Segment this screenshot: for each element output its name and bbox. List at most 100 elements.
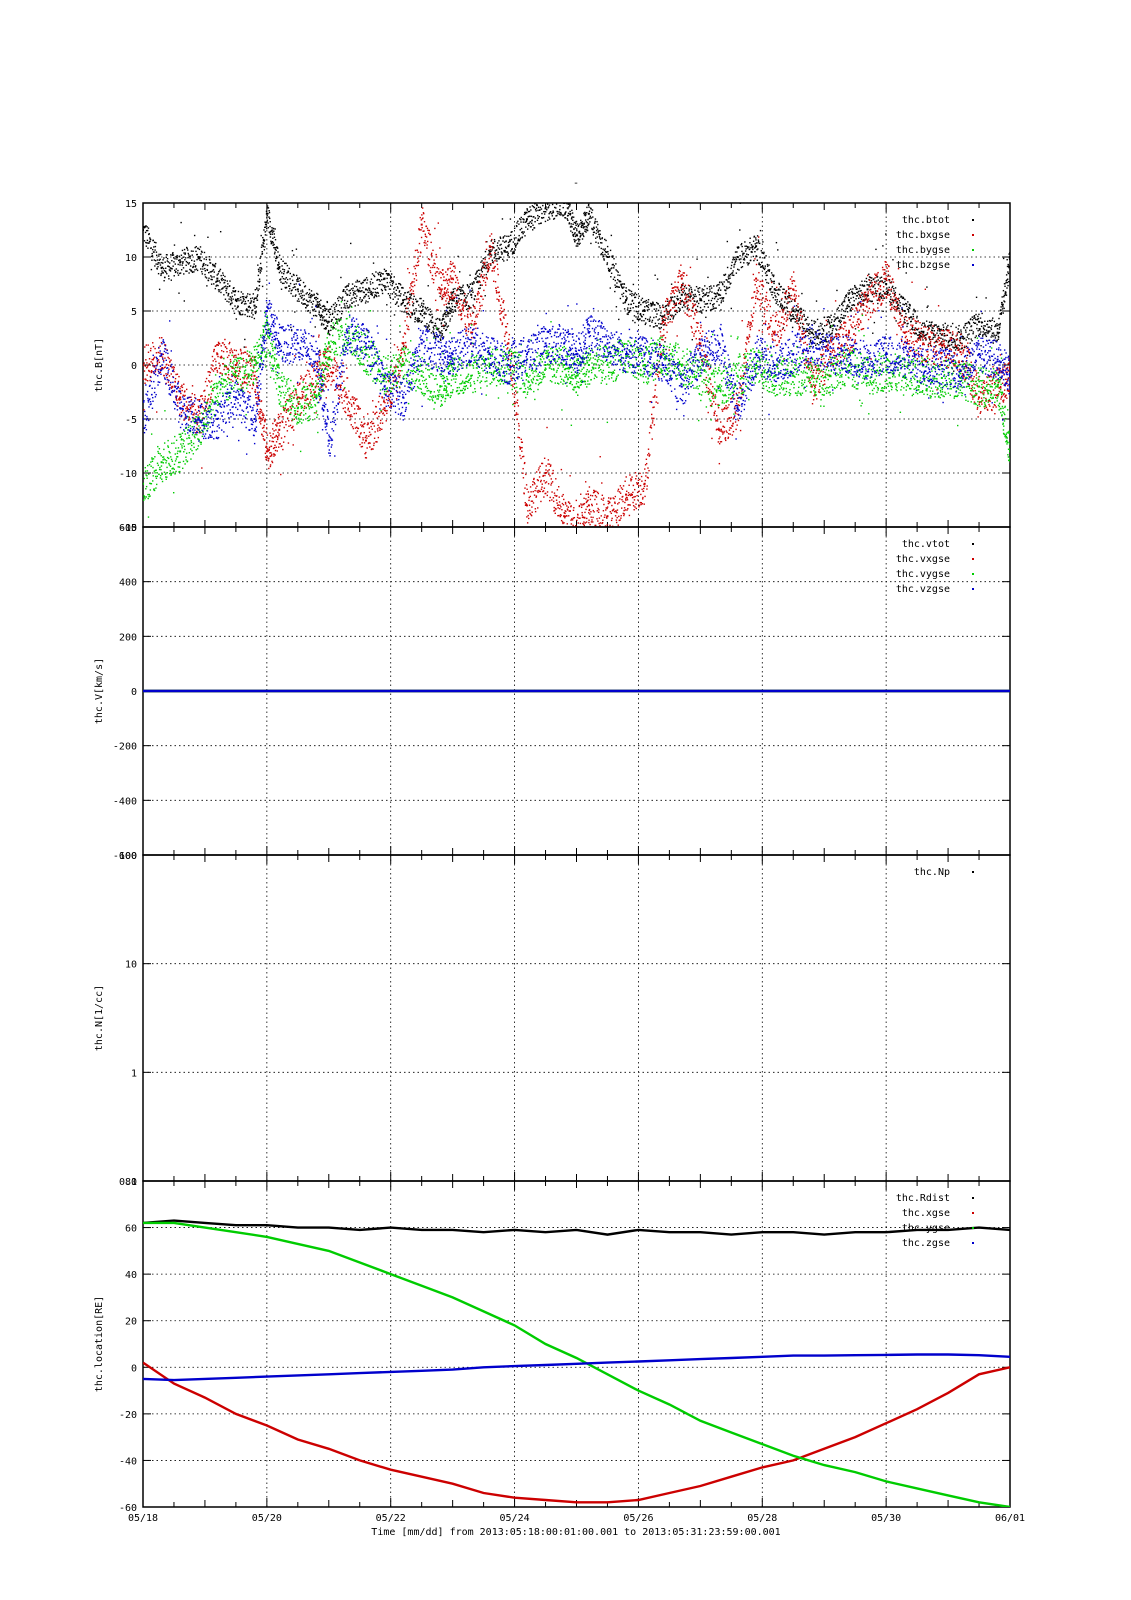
- sample-point: [258, 410, 260, 413]
- sample-point: [904, 322, 906, 324]
- sample-point: [652, 304, 654, 306]
- sample-point: [372, 282, 374, 284]
- sample-point: [480, 269, 483, 271]
- sample-point: [405, 311, 407, 313]
- sample-point: [337, 394, 340, 396]
- sample-point: [234, 370, 236, 373]
- sample-point: [403, 351, 406, 353]
- sample-point: [700, 311, 702, 313]
- sample-point: [210, 278, 212, 281]
- sample-point: [835, 329, 838, 331]
- sample-point: [399, 283, 401, 285]
- sample-point: [195, 265, 197, 267]
- sample-point: [855, 298, 857, 300]
- data-point: [402, 299, 405, 302]
- sample-point: [739, 255, 741, 257]
- sample-point: [346, 288, 348, 291]
- sample-point: [209, 401, 211, 403]
- sample-point: [224, 275, 226, 278]
- sample-point: [441, 296, 443, 299]
- sample-point: [241, 301, 243, 304]
- sample-point: [445, 315, 447, 318]
- sample-point: [902, 296, 904, 299]
- sample-point: [193, 414, 195, 416]
- sample-point: [395, 289, 398, 291]
- sample-point: [709, 302, 712, 305]
- sample-point: [891, 299, 894, 302]
- sample-point: [314, 391, 316, 393]
- sample-point: [603, 249, 606, 251]
- sample-point: [779, 304, 782, 306]
- sample-point: [163, 366, 166, 369]
- sample-point: [315, 385, 318, 387]
- sample-point: [206, 264, 209, 267]
- sample-point: [743, 259, 746, 261]
- sample-point: [432, 321, 434, 324]
- sample-point: [528, 222, 530, 224]
- sample-point: [161, 261, 163, 264]
- sample-point: [328, 330, 330, 332]
- sample-point: [464, 315, 466, 317]
- sample-point: [333, 367, 335, 369]
- sample-point: [366, 282, 368, 284]
- sample-point: [693, 300, 696, 303]
- sample-point: [325, 386, 327, 388]
- sample-point: [956, 334, 958, 336]
- sample-point: [621, 293, 623, 296]
- sample-point: [399, 387, 401, 389]
- sample-point: [323, 316, 325, 318]
- sample-point: [299, 279, 302, 282]
- sample-point: [916, 315, 918, 318]
- sample-point: [777, 249, 779, 251]
- sample-point: [257, 274, 260, 277]
- sample-point: [213, 348, 215, 351]
- sample-point: [477, 275, 479, 278]
- sample-point: [949, 344, 951, 347]
- sample-point: [989, 330, 991, 332]
- sample-point: [302, 379, 304, 381]
- sample-point: [210, 380, 213, 382]
- sample-point: [389, 376, 391, 378]
- sample-point: [566, 198, 567, 199]
- sample-point: [159, 262, 161, 264]
- sample-point: [815, 331, 817, 333]
- sample-point: [275, 246, 277, 249]
- sample-point: [711, 308, 713, 311]
- sample-point: [408, 304, 411, 306]
- y-tick-label: -10: [119, 469, 137, 480]
- sample-point: [423, 317, 425, 319]
- sample-point: [344, 394, 347, 396]
- sample-point: [201, 398, 204, 400]
- sample-point: [526, 228, 529, 230]
- sample-point: [449, 263, 452, 265]
- sample-point: [387, 273, 389, 275]
- sample-point: [459, 299, 462, 301]
- sample-point: [449, 310, 452, 312]
- sample-point: [471, 282, 473, 284]
- sample-point: [446, 313, 448, 316]
- sample-point: [764, 272, 767, 274]
- sample-point: [884, 293, 886, 295]
- sample-point: [381, 396, 383, 398]
- sample-point: [416, 301, 418, 303]
- sample-point: [586, 206, 588, 209]
- sample-point: [637, 312, 639, 315]
- sample-point: [387, 390, 389, 393]
- sample-point: [393, 314, 396, 316]
- sample-point: [376, 428, 379, 430]
- sample-point: [926, 286, 928, 288]
- sample-point: [277, 251, 279, 253]
- sample-point: [206, 285, 208, 287]
- sample-point: [746, 253, 748, 255]
- sample-point: [163, 270, 166, 272]
- sample-point: [455, 281, 457, 284]
- sample-point: [488, 252, 490, 255]
- sample-point: [192, 265, 195, 268]
- sample-point: [240, 384, 242, 387]
- sample-point: [496, 260, 498, 262]
- sample-point: [239, 312, 241, 315]
- sample-point: [204, 380, 207, 383]
- sample-point: [666, 310, 669, 313]
- sample-point: [178, 397, 181, 400]
- sample-point: [341, 297, 343, 300]
